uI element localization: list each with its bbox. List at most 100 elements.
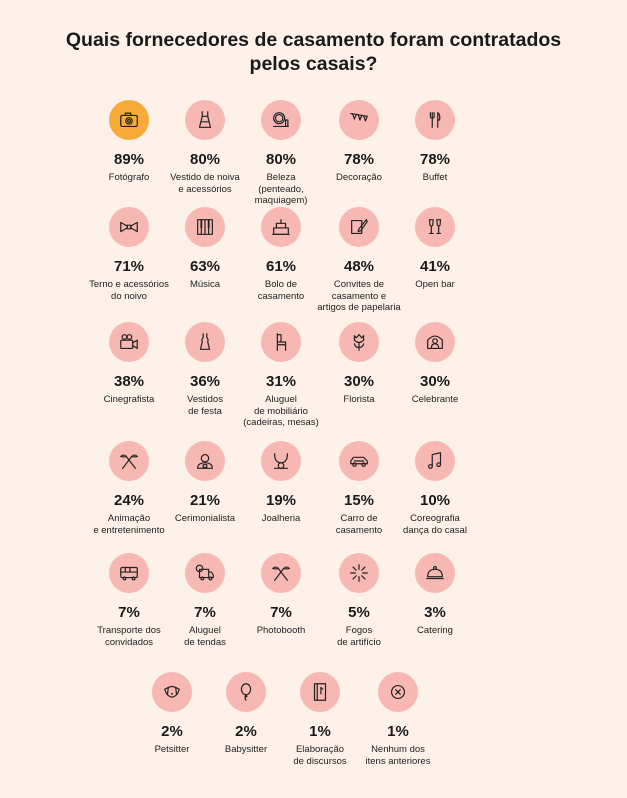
vendor-label: Transporte dos convidados (97, 625, 161, 648)
vendor-percent: 7% (270, 604, 292, 621)
vendor-label: Petsitter (154, 744, 190, 755)
vendor-label: Beleza (penteado, maquiagem) (254, 172, 308, 206)
vendor-item: 71% Terno e acessórios do noivo (74, 207, 184, 302)
pen-paper-icon (339, 207, 379, 247)
cloche-icon (415, 553, 455, 593)
vendor-label: Animação e entretenimento (93, 513, 165, 536)
vendor-item: 7% Aluguel de tendas (150, 553, 260, 648)
vendor-percent: 7% (118, 604, 140, 621)
vendor-item: 63% Música (150, 207, 260, 291)
vendor-percent: 89% (113, 151, 145, 168)
wedding-dress-icon (185, 100, 225, 140)
vendor-item: 30% Celebrante (380, 322, 490, 406)
vendor-percent: 61% (265, 258, 297, 275)
vendor-label: Fogos de artifício (337, 625, 381, 648)
vendor-item: 78% Decoração (304, 100, 414, 184)
vendor-label: Bolo de casamento (257, 279, 305, 302)
vendor-item: 7% Transporte dos convidados (74, 553, 184, 648)
vendor-percent: 5% (348, 604, 370, 621)
vendor-label: Joalheria (261, 513, 301, 524)
vendor-percent: 30% (343, 373, 375, 390)
vendor-percent: 30% (419, 373, 451, 390)
piano-icon (185, 207, 225, 247)
vendor-item: 61% Bolo de casamento (226, 207, 336, 302)
camera-icon (109, 100, 149, 140)
vendor-percent: 1% (309, 723, 331, 740)
vendor-item: 78% Buffet (380, 100, 490, 184)
vendor-item: 21% Cerimonialista (150, 441, 260, 525)
vendor-item: 89% Fotógrafo (74, 100, 184, 184)
vendor-item: 5% Fogos de artifício (304, 553, 414, 648)
mirror-icon (261, 100, 301, 140)
vendor-item: 41% Open bar (380, 207, 490, 291)
balloon-icon (226, 672, 266, 712)
vendor-label: Cinegrafista (103, 394, 155, 405)
vendor-percent: 78% (419, 151, 451, 168)
vendor-label: Cerimonialista (174, 513, 236, 524)
chart-title: Quais fornecedores de casamento foram co… (65, 29, 562, 75)
vendor-item: 2% Babysitter (191, 672, 301, 756)
car-icon (339, 441, 379, 481)
vendor-percent: 36% (189, 373, 221, 390)
dog-icon (152, 672, 192, 712)
vendor-item: 38% Cinegrafista (74, 322, 184, 406)
vendor-item: 30% Florista (304, 322, 414, 406)
cake-icon (261, 207, 301, 247)
music-note-icon (415, 441, 455, 481)
vendor-item: 7% Photobooth (226, 553, 336, 637)
vendor-percent: 80% (189, 151, 221, 168)
vendor-item: 24% Animação e entretenimento (74, 441, 184, 536)
vendor-label: Fotógrafo (108, 172, 150, 183)
vendor-percent: 10% (419, 492, 451, 509)
vendor-percent: 31% (265, 373, 297, 390)
vendor-percent: 2% (235, 723, 257, 740)
vendor-label: Photobooth (256, 625, 306, 636)
bus-icon (109, 553, 149, 593)
vendor-item: 3% Catering (380, 553, 490, 637)
vendor-item: 1% Elaboração de discursos (265, 672, 375, 767)
vendor-item: 10% Coreografia dança do casal (380, 441, 490, 536)
video-camera-icon (109, 322, 149, 362)
vendor-percent: 24% (113, 492, 145, 509)
vendor-label: Elaboração de discursos (293, 744, 347, 767)
vendor-percent: 71% (113, 258, 145, 275)
vendor-percent: 1% (387, 723, 409, 740)
vendor-label: Celebrante (411, 394, 459, 405)
vendor-percent: 7% (194, 604, 216, 621)
vendor-label: Open bar (415, 279, 455, 290)
planner-icon (185, 441, 225, 481)
vendor-label: Florista (343, 394, 375, 405)
officiant-icon (415, 322, 455, 362)
vendor-label: Vestido de noiva e acessórios (170, 172, 240, 195)
vendor-label: Buffet (422, 172, 448, 183)
vendor-item: 1% Nenhum dos itens anteriores (343, 672, 453, 767)
vendor-percent: 63% (189, 258, 221, 275)
bow-tie-icon (109, 207, 149, 247)
vendor-item: 2% Petsitter (117, 672, 227, 756)
vendor-label: Aluguel de mobiliário (cadeiras, mesas) (243, 394, 319, 428)
vendor-label: Nenhum dos itens anteriores (365, 744, 431, 767)
truck-icon (185, 553, 225, 593)
vendor-percent: 3% (424, 604, 446, 621)
vendor-percent: 78% (343, 151, 375, 168)
vendor-label: Música (189, 279, 221, 290)
vendor-item: 80% Beleza (penteado, maquiagem) (226, 100, 336, 207)
necklace-icon (261, 441, 301, 481)
vendor-label: Decoração (336, 172, 382, 183)
party-icon (109, 441, 149, 481)
vendor-label: Convites de casamento e artigos de papel… (317, 279, 401, 313)
notebook-icon (300, 672, 340, 712)
vendor-percent: 38% (113, 373, 145, 390)
vendor-percent: 80% (265, 151, 297, 168)
vendor-label: Coreografia dança do casal (403, 513, 467, 536)
vendor-item: 80% Vestido de noiva e acessórios (150, 100, 260, 195)
vendor-label: Babysitter (224, 744, 268, 755)
chair-icon (261, 322, 301, 362)
close-icon (378, 672, 418, 712)
vendor-item: 15% Carro de casamento (304, 441, 414, 536)
party-icon (261, 553, 301, 593)
vendor-percent: 2% (161, 723, 183, 740)
vendor-label: Terno e acessórios do noivo (89, 279, 169, 302)
vendor-label: Carro de casamento (335, 513, 383, 536)
vendor-label: Vestidos de festa (187, 394, 223, 417)
